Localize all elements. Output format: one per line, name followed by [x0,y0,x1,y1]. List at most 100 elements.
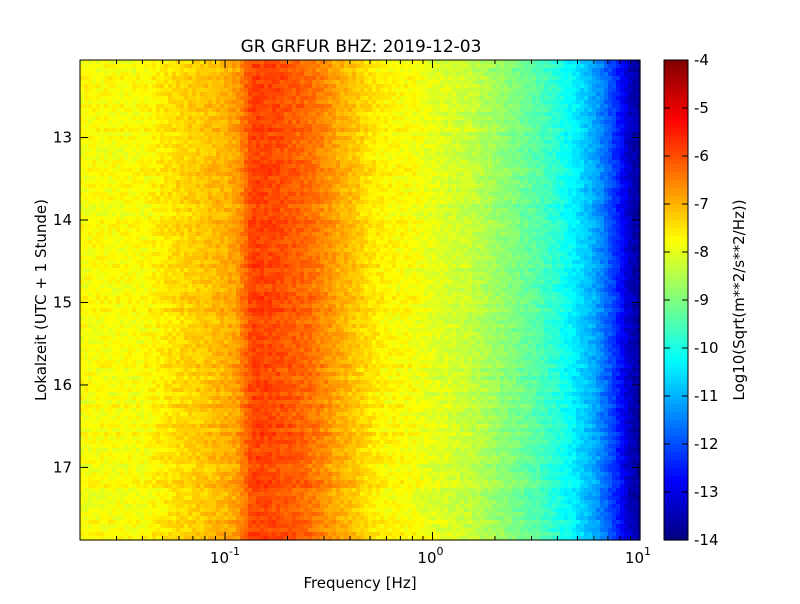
heatmap-cell [148,172,153,177]
heatmap-cell [252,84,257,89]
heatmap-cell [256,144,261,149]
heatmap-cell [584,148,589,153]
heatmap-cell [92,132,97,137]
heatmap-cell [532,136,537,141]
heatmap-cell [564,132,569,137]
heatmap-cell [176,172,181,177]
heatmap-cell [112,168,117,173]
heatmap-cell [272,156,277,161]
heatmap-cell [264,156,269,161]
heatmap-cell [544,116,549,121]
heatmap-cell [284,156,289,161]
heatmap-cell [400,84,405,89]
heatmap-cell [396,100,401,105]
heatmap-cell [540,88,545,93]
heatmap-cell [396,128,401,133]
heatmap-cell [516,136,521,141]
heatmap-cell [116,148,121,153]
heatmap-cell [452,88,457,93]
heatmap-cell [176,148,181,153]
heatmap-cell [416,120,421,125]
heatmap-cell [600,140,605,145]
heatmap-cell [528,124,533,129]
heatmap-cell [324,152,329,157]
heatmap-cell [188,160,193,165]
heatmap-cell [308,124,313,129]
heatmap-cell [112,148,117,153]
heatmap-cell [292,104,297,109]
heatmap-cell [440,188,445,193]
heatmap-cell [492,180,497,185]
heatmap-cell [100,92,105,97]
heatmap-cell [480,64,485,69]
heatmap-cell [360,148,365,153]
heatmap-cell [564,80,569,85]
heatmap-cell [272,80,277,85]
heatmap-cell [356,92,361,97]
heatmap-cell [188,144,193,149]
heatmap-cell [424,92,429,97]
heatmap-cell [220,112,225,117]
heatmap-cell [300,64,305,69]
heatmap-cell [440,128,445,133]
heatmap-cell [488,104,493,109]
heatmap-cell [176,184,181,189]
heatmap-cell [588,128,593,133]
heatmap-cell [292,148,297,153]
heatmap-cell [312,196,317,201]
heatmap-cell [556,132,561,137]
heatmap-cell [132,128,137,133]
heatmap-cell [432,88,437,93]
heatmap-cell [400,80,405,85]
heatmap-cell [108,64,113,69]
heatmap-cell [600,136,605,141]
heatmap-cell [408,156,413,161]
heatmap-cell [600,108,605,113]
heatmap-cell [364,156,369,161]
heatmap-cell [580,148,585,153]
heatmap-cell [604,68,609,73]
heatmap-cell [280,76,285,81]
heatmap-cell [528,188,533,193]
heatmap-cell [284,160,289,165]
heatmap-cell [488,60,493,65]
heatmap-cell [464,100,469,105]
heatmap-cell [472,76,477,81]
heatmap-cell [88,64,93,69]
heatmap-cell [300,80,305,85]
heatmap-cell [200,200,205,205]
heatmap-cell [592,100,597,105]
heatmap-cell [504,160,509,165]
heatmap-cell [464,68,469,73]
heatmap-cell [204,188,209,193]
heatmap-cell [152,124,157,129]
heatmap-cell [372,156,377,161]
heatmap-cell [536,88,541,93]
heatmap-cell [616,116,621,121]
heatmap-cell [364,168,369,173]
heatmap-cell [280,64,285,69]
heatmap-cell [556,164,561,169]
heatmap-cell [208,60,213,65]
heatmap-cell [620,104,625,109]
heatmap-cell [136,140,141,145]
heatmap-cell [328,64,333,69]
heatmap-cell [84,144,89,149]
heatmap-cell [84,152,89,157]
heatmap-cell [240,76,245,81]
heatmap-cell [256,112,261,117]
heatmap-cell [572,136,577,141]
heatmap-cell [152,176,157,181]
heatmap-cell [192,60,197,65]
heatmap-cell [632,80,637,85]
heatmap-cell [248,184,253,189]
heatmap-cell [380,92,385,97]
heatmap-cell [240,68,245,73]
heatmap-cell [100,188,105,193]
heatmap-cell [192,136,197,141]
heatmap-cell [180,80,185,85]
heatmap-cell [196,132,201,137]
heatmap-cell [88,72,93,77]
heatmap-cell [152,164,157,169]
heatmap-cell [240,136,245,141]
